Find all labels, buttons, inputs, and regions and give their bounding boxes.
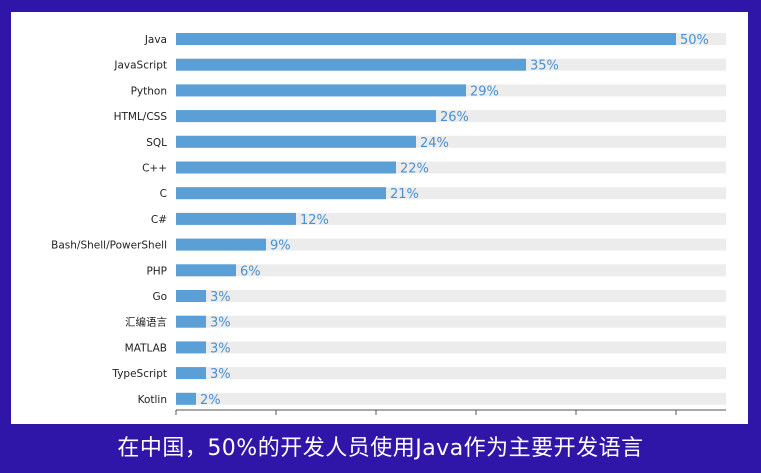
- category-label: C#: [151, 214, 167, 226]
- category-label: MATLAB: [125, 342, 167, 354]
- bar-track: [176, 264, 726, 277]
- bar-2: [176, 84, 466, 97]
- category-label: C: [160, 188, 167, 200]
- category-label: C++: [142, 163, 167, 175]
- bar-track: [176, 238, 726, 251]
- bar-track: [176, 315, 726, 328]
- bar-9: [176, 264, 236, 277]
- value-label: 22%: [400, 162, 429, 177]
- bar-track: [176, 392, 726, 405]
- caption-text: 在中国，50%的开发人员使用Java作为主要开发语言: [117, 436, 644, 461]
- category-label: TypeScript: [111, 368, 167, 380]
- value-label: 3%: [210, 341, 231, 356]
- x-axis: [175, 409, 726, 415]
- bar-13: [176, 367, 206, 380]
- value-label: 21%: [390, 187, 419, 202]
- bar-5: [176, 161, 396, 174]
- bar-14: [176, 392, 196, 405]
- bar-6: [176, 187, 386, 200]
- value-label: 35%: [530, 59, 559, 74]
- value-label: 12%: [300, 213, 329, 228]
- category-label: SQL: [146, 137, 167, 149]
- bar-chart: Java JavaScript Python HTML/CSS SQL C++ C C# Bas…: [51, 33, 726, 415]
- value-label: 3%: [210, 316, 231, 331]
- bar-track: [176, 341, 726, 354]
- category-label: Go: [152, 291, 167, 303]
- bar-track: [176, 290, 726, 302]
- value-label: 6%: [240, 264, 261, 279]
- bar-8: [176, 238, 266, 251]
- bar-1: [176, 58, 526, 71]
- value-label: 50%: [680, 33, 709, 48]
- bar-10: [176, 290, 206, 302]
- value-label: 29%: [470, 84, 499, 99]
- bar-7: [176, 212, 296, 225]
- chart-panel: Java JavaScript Python HTML/CSS SQL C++ C C# Bas…: [11, 12, 748, 424]
- category-label: Python: [131, 85, 167, 97]
- category-label: PHP: [146, 265, 167, 277]
- bar-12: [176, 341, 206, 354]
- bar-3: [176, 110, 436, 123]
- category-labels: Java JavaScript Python HTML/CSS SQL C++ C C# Bas…: [51, 34, 167, 406]
- category-label: Bash/Shell/PowerShell: [51, 240, 167, 252]
- bar-0: [176, 33, 676, 45]
- category-label: JavaScript: [113, 60, 167, 72]
- bar-tracks: [176, 33, 726, 405]
- category-label: 汇编语言: [125, 316, 167, 329]
- value-label: 2%: [200, 393, 221, 408]
- bar-4: [176, 135, 416, 148]
- value-label: 24%: [420, 136, 449, 151]
- bar-track: [176, 367, 726, 380]
- value-label: 3%: [210, 367, 231, 382]
- category-label: HTML/CSS: [114, 111, 168, 123]
- value-label: 3%: [210, 290, 231, 305]
- bar-track: [176, 212, 726, 225]
- value-labels: 50% 35% 29%26% 24% 22% 21% 12% 9% 6% 3% 3% 3% 3% 2%: [200, 33, 709, 408]
- bars: [176, 33, 676, 405]
- category-label: Kotlin: [138, 394, 167, 406]
- bar-11: [176, 315, 206, 328]
- category-label: Java: [144, 34, 167, 46]
- value-label: 26%: [440, 110, 469, 125]
- value-label: 9%: [270, 239, 291, 254]
